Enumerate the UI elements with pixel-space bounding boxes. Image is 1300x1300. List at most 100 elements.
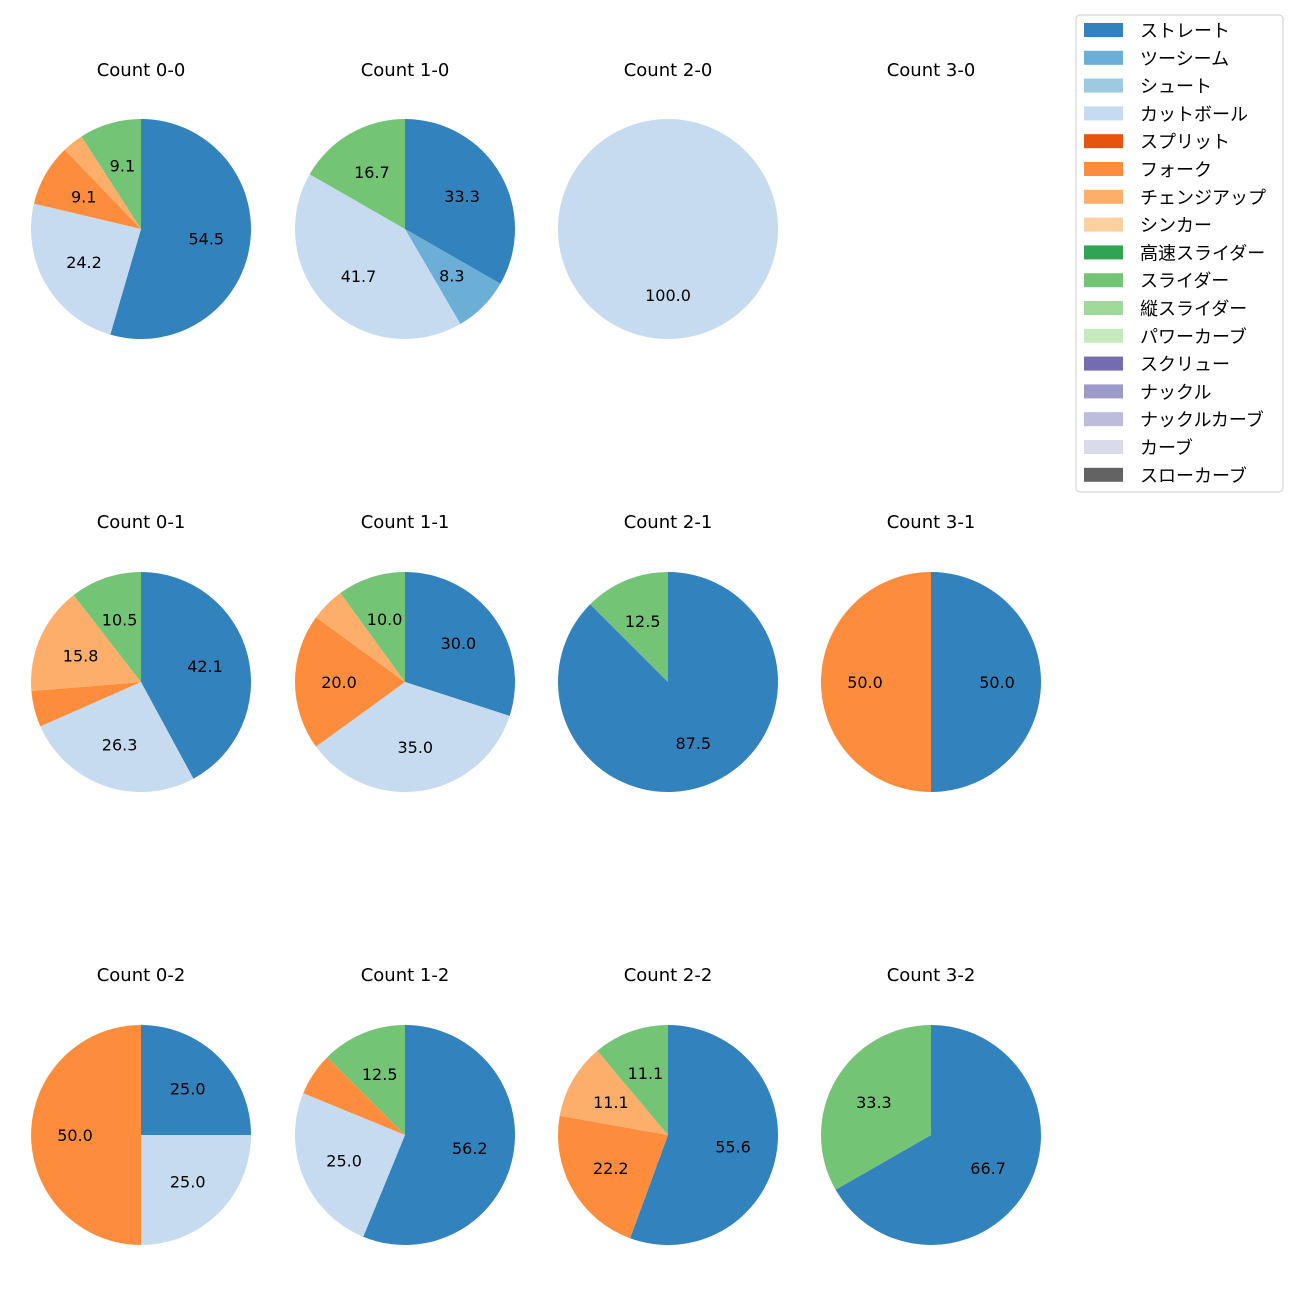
pie-slice bbox=[558, 572, 779, 792]
legend-swatch bbox=[1084, 384, 1123, 399]
legend-swatch bbox=[1084, 301, 1123, 315]
slice-value-label: 66.7 bbox=[970, 1159, 1006, 1178]
pie-slice bbox=[294, 617, 405, 747]
legend-item: フォーク bbox=[1084, 160, 1212, 181]
pie-slice bbox=[110, 119, 252, 339]
pie-slice bbox=[821, 572, 931, 792]
legend-label: ストレート bbox=[1140, 21, 1230, 42]
legend-label: スプリット bbox=[1140, 132, 1230, 153]
legend-item: ナックルカーブ bbox=[1084, 409, 1264, 431]
legend-item: ストレート bbox=[1084, 21, 1230, 42]
pie-count-2-0: Count 2-0 100.0 bbox=[558, 60, 778, 339]
pie-title: Count 1-2 bbox=[361, 965, 450, 986]
legend-item: シュート bbox=[1084, 77, 1212, 98]
pie-slice bbox=[559, 1050, 668, 1135]
pie-slice bbox=[931, 572, 1041, 792]
pie-panels: Count 0-0 54.5 24.2 9.1 9.1 Count 1-0 33.3 8.3 4… bbox=[31, 60, 1041, 1246]
slice-value-label: 26.3 bbox=[102, 735, 138, 754]
legend-item: ツーシーム bbox=[1084, 49, 1229, 70]
pie-count-0-1: Count 0-1 42.1 26.3 15.810.5 bbox=[31, 512, 251, 792]
legend-swatch bbox=[1084, 412, 1123, 427]
legend-label: 縦スライダー bbox=[1140, 299, 1247, 320]
legend-swatch bbox=[1084, 23, 1123, 37]
legend-label: ナックルカーブ bbox=[1140, 409, 1264, 431]
pie-slice bbox=[558, 119, 778, 339]
legend-box bbox=[1075, 14, 1284, 493]
pie-slice bbox=[363, 1025, 515, 1245]
legend-item: チェンジアップ bbox=[1084, 188, 1266, 209]
slice-value-label: 12.5 bbox=[362, 1065, 398, 1084]
pie-slice bbox=[31, 203, 141, 335]
pie-slice bbox=[31, 595, 141, 691]
slice-value-label: 100.0 bbox=[645, 286, 691, 305]
slice-value-label: 16.7 bbox=[354, 163, 390, 182]
legend-item: カットボール bbox=[1084, 104, 1248, 125]
pie-title: Count 2-2 bbox=[624, 965, 713, 986]
pie-slice bbox=[340, 572, 405, 682]
pie-title: Count 1-0 bbox=[361, 60, 450, 81]
pie-slice bbox=[141, 1025, 251, 1135]
slice-value-label: 20.0 bbox=[321, 673, 357, 692]
legend-swatch bbox=[1084, 78, 1123, 93]
legend-swatch bbox=[1084, 162, 1123, 176]
pie-slice bbox=[558, 1115, 668, 1239]
pie-count-0-2: Count 0-2 25.0 25.0 50.0 bbox=[31, 965, 251, 1245]
pie-slice bbox=[597, 1025, 668, 1135]
legend-item: シンカー bbox=[1084, 216, 1212, 237]
pie-slice bbox=[327, 1025, 405, 1135]
legend-swatch bbox=[1084, 217, 1123, 232]
slice-value-label: 11.1 bbox=[628, 1064, 664, 1083]
slice-value-label: 24.2 bbox=[66, 253, 102, 272]
pie-count-0-0: Count 0-0 54.5 24.2 9.1 9.1 bbox=[31, 60, 252, 339]
legend-item: ナックル bbox=[1084, 382, 1211, 403]
pie-slice bbox=[316, 682, 510, 793]
legend-label: チェンジアップ bbox=[1140, 188, 1266, 209]
pie-slice bbox=[64, 136, 141, 229]
legend-item: パワーカーブ bbox=[1084, 326, 1247, 348]
legend-label: フォーク bbox=[1140, 160, 1212, 181]
pie-slice bbox=[316, 593, 405, 682]
pie-slice bbox=[33, 149, 141, 229]
legend-item: スクリュー bbox=[1084, 355, 1230, 376]
slice-value-label: 41.7 bbox=[341, 267, 377, 286]
slice-value-label: 35.0 bbox=[397, 738, 433, 757]
pie-count-3-2: Count 3-2 66.7 33.3 bbox=[820, 965, 1041, 1245]
pie-slice bbox=[820, 1025, 931, 1190]
legend-swatch bbox=[1084, 245, 1123, 260]
legend-label: スライダー bbox=[1140, 271, 1229, 292]
slice-value-label: 87.5 bbox=[675, 734, 711, 753]
legend-swatch bbox=[1084, 106, 1123, 121]
pie-slice bbox=[40, 682, 194, 792]
pie-slice bbox=[630, 1025, 779, 1246]
slice-value-label: 9.1 bbox=[71, 187, 96, 206]
slice-value-label: 10.5 bbox=[102, 611, 138, 630]
slice-value-label: 56.2 bbox=[452, 1139, 488, 1158]
slice-value-label: 9.1 bbox=[110, 157, 135, 176]
slice-value-label: 54.5 bbox=[188, 229, 224, 248]
pie-slice bbox=[405, 572, 516, 716]
legend-item: スローカーブ bbox=[1084, 465, 1247, 487]
legend-label: スローカーブ bbox=[1140, 465, 1247, 487]
slice-value-label: 42.1 bbox=[187, 657, 223, 676]
pie-slice bbox=[405, 118, 516, 284]
legend-label: カットボール bbox=[1140, 104, 1248, 125]
pie-title: Count 2-0 bbox=[624, 60, 713, 81]
legend-label: パワーカーブ bbox=[1140, 326, 1247, 348]
pie-count-3-0: Count 3-0 bbox=[887, 60, 976, 81]
pie-count-1-2: Count 1-2 56.2 25.0 12.5 bbox=[294, 965, 515, 1245]
pie-slice bbox=[303, 1057, 405, 1135]
pie-slice bbox=[590, 572, 668, 682]
pie-title: Count 0-0 bbox=[97, 60, 186, 81]
legend-item: 高速スライダー bbox=[1084, 243, 1265, 264]
slice-value-label: 50.0 bbox=[979, 673, 1015, 692]
legend-label: シンカー bbox=[1140, 216, 1212, 237]
legend-item: スライダー bbox=[1084, 271, 1229, 292]
legend-label: シュート bbox=[1140, 77, 1212, 98]
slice-value-label: 55.6 bbox=[715, 1138, 751, 1157]
pie-title: Count 3-2 bbox=[887, 965, 976, 986]
pie-title: Count 3-1 bbox=[887, 512, 976, 533]
pie-count-2-1: Count 2-1 87.5 12.5 bbox=[558, 512, 779, 792]
pie-count-1-0: Count 1-0 33.3 8.3 41.7 16.7 bbox=[294, 60, 516, 340]
pie-slice bbox=[141, 572, 251, 779]
